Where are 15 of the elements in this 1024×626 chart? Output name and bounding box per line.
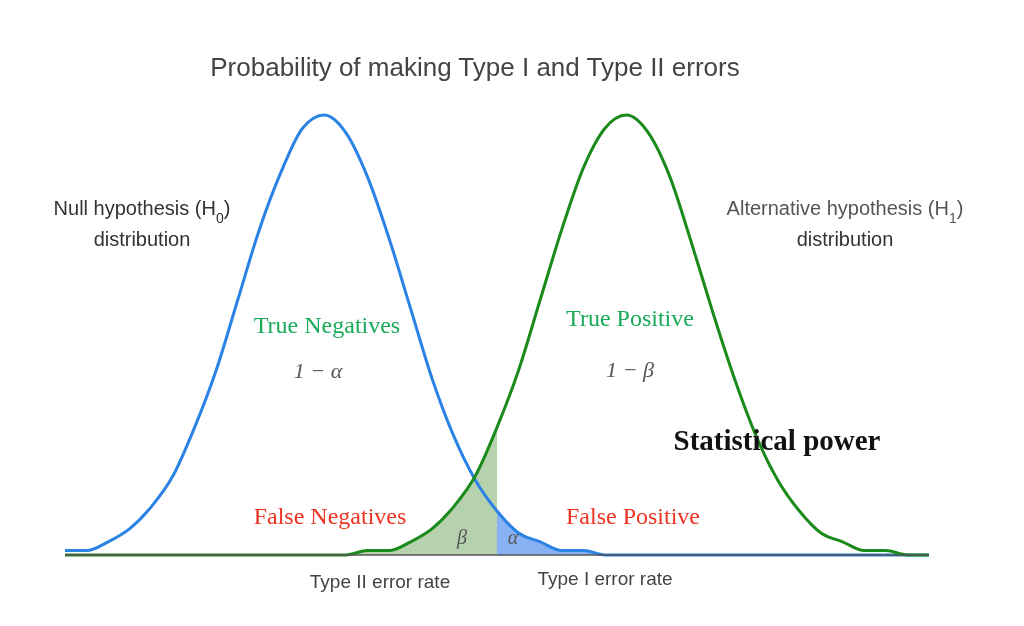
annotation: Null hypothesis (H$_{0}$) — [53, 197, 231, 226]
text: Type I error rate — [537, 568, 673, 589]
annotation: False Positive — [565, 503, 701, 529]
annotation: distribution — [93, 228, 191, 250]
annotation: β — [456, 526, 468, 549]
annotation: distribution — [796, 228, 894, 250]
annotation: 1 − β — [606, 357, 654, 382]
annotation: Alternative hypothesis (H$_{1}$) — [726, 197, 964, 226]
annotation: 1 − α — [293, 358, 343, 383]
annotation: α — [507, 526, 519, 548]
annotation: False Negatives — [253, 503, 407, 529]
annotation: True Negatives — [253, 312, 401, 338]
annotation: True Positive — [566, 305, 694, 331]
chart-title: Probability of making Type I and Type II errors — [210, 52, 740, 82]
text: Type II error rate — [309, 571, 451, 592]
